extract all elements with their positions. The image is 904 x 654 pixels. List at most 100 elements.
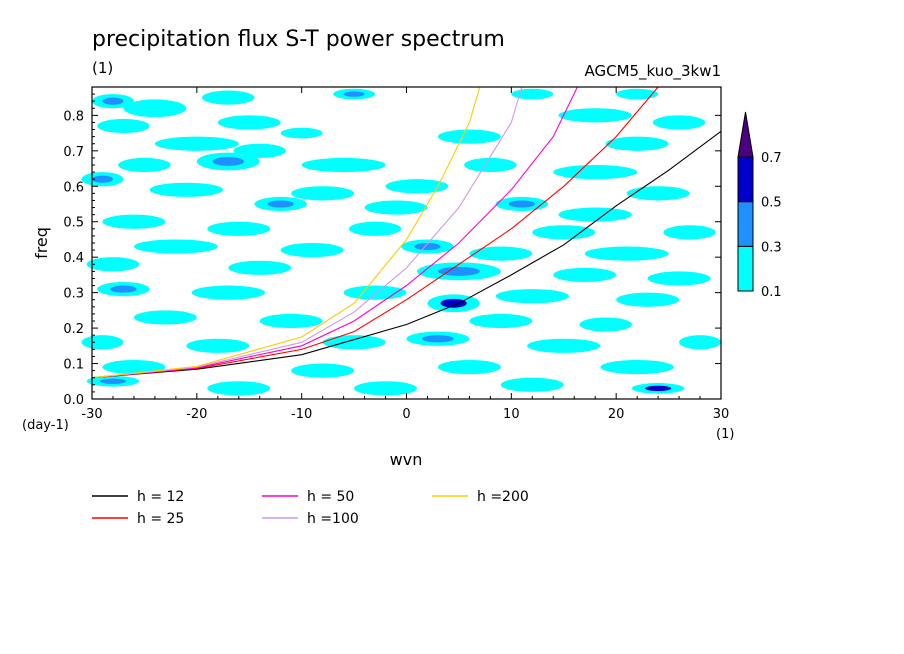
contour-core-36 [414,243,441,251]
contour-patch-1 [123,99,187,118]
colorbar-segment-1 [737,201,754,247]
contour-patch-4 [511,88,554,100]
x-tick-label-2: -10 [291,407,312,422]
contour-patch-29 [102,214,166,229]
x-tick-label-6: 30 [713,407,730,422]
legend-label-h-12: h = 12 [137,489,184,505]
contour-patch-62 [437,360,501,375]
legend-label-h-25: h = 25 [137,511,184,527]
contour-patch-8 [558,108,632,123]
curve-h-12 [91,130,722,379]
legend-label-h-200: h =200 [477,489,529,505]
x-axis: -30 -20 -10 0 10 20 30 [81,87,729,422]
contour-patch-34 [133,239,218,254]
contour-patch-35 [280,243,344,258]
contour-patch-46 [343,285,407,300]
x-axis-label: wvn [390,450,423,469]
contour-patch-6 [97,118,150,134]
contour-patch-23 [385,179,449,194]
contour-patch-51 [259,313,323,329]
contour-core-15 [212,157,245,166]
contour-core-41 [437,266,480,276]
contour-patch-18 [464,157,517,173]
y-tick-label-7: 0.7 [63,145,84,160]
contour-patch-9 [652,115,706,130]
contour-patch-45 [191,285,265,300]
contour-patch-31 [348,221,402,236]
contour-patch-63 [600,360,674,375]
contour-core-68 [644,385,672,392]
chart-title: precipitation flux S-T power spectrum [92,27,505,52]
contour-patch-24 [626,186,690,201]
legend: h = 12 h = 25 h = 50 h =100 h =200 [92,489,529,527]
contour-core-0 [102,97,124,105]
dispersion-curves [91,86,722,379]
colorbar: 0.1 0.3 0.5 0.7 [737,111,782,300]
contour-core-20 [92,175,113,183]
contour-patch-38 [584,246,669,261]
contour-patch-17 [301,157,386,173]
contour-patch-52 [469,313,533,329]
curve-h-100 [91,86,523,379]
y-tick-label-1: 0.1 [63,358,84,373]
contour-patch-16 [118,157,171,173]
contour-patch-13 [437,129,501,144]
contour-core-64 [99,378,127,384]
colorbar-label-3: 0.7 [761,151,782,166]
contour-patch-39 [86,257,140,272]
x-tick-label-4: 10 [503,407,520,422]
contour-patch-30 [207,221,271,236]
contour-patch-10 [154,136,239,151]
contour-patch-60 [102,360,166,375]
contour-core-3 [343,91,365,97]
contour-core-57 [422,335,454,343]
contour-patch-53 [579,317,632,332]
contour-patch-67 [500,377,564,392]
contour-patch-47 [495,289,569,304]
y-tick-label-2: 0.2 [63,322,84,337]
contour-patch-7 [217,115,281,130]
contour-patch-5 [616,88,659,100]
x-tick-label-3: 0 [402,407,410,422]
x-tick-label-0: -30 [81,407,102,422]
contour-patch-55 [186,338,250,353]
contour-patch-26 [364,200,428,215]
contour-patch-12 [280,127,323,139]
colorbar-segment-2 [737,156,754,203]
contour-patch-58 [527,338,601,353]
contour-patch-28 [558,207,632,222]
plot-area [81,86,722,400]
colorbar-label-0: 0.1 [761,285,782,300]
contour-patch-43 [647,271,711,286]
subtitle-left: (1) [92,59,113,77]
contour-patch-50 [133,310,197,325]
x-tick-label-1: -20 [186,407,207,422]
contour-patch-19 [553,165,638,180]
colorbar-segment-0 [737,245,754,292]
contour-core-44 [110,285,137,293]
contour-patch-54 [81,335,124,350]
contour-patch-21 [149,182,224,197]
contour-core-25 [267,200,294,208]
legend-label-h-50: h = 50 [307,489,354,505]
subtitle-right: AGCM5_kuo_3kw1 [584,62,721,81]
y-tick-label-3: 0.3 [63,287,84,302]
contour-patch-66 [354,381,417,396]
y-unit-label: (day-1) [22,418,69,433]
contour-patch-37 [469,246,533,261]
curve-h-25 [91,86,659,379]
contour-patch-2 [202,90,255,105]
contour-patch-22 [291,186,355,201]
contour-field [81,88,721,396]
y-tick-label-5: 0.5 [63,216,84,231]
colorbar-label-1: 0.3 [761,240,782,255]
contour-patch-33 [663,225,716,240]
y-tick-label-8: 0.8 [63,109,84,124]
contour-patch-56 [322,335,386,350]
contour-patch-14 [605,136,669,151]
y-axis-label: freq [32,227,51,259]
curve-h-200 [91,86,481,379]
x-unit-label: (1) [716,427,734,442]
contour-patch-42 [553,267,617,282]
